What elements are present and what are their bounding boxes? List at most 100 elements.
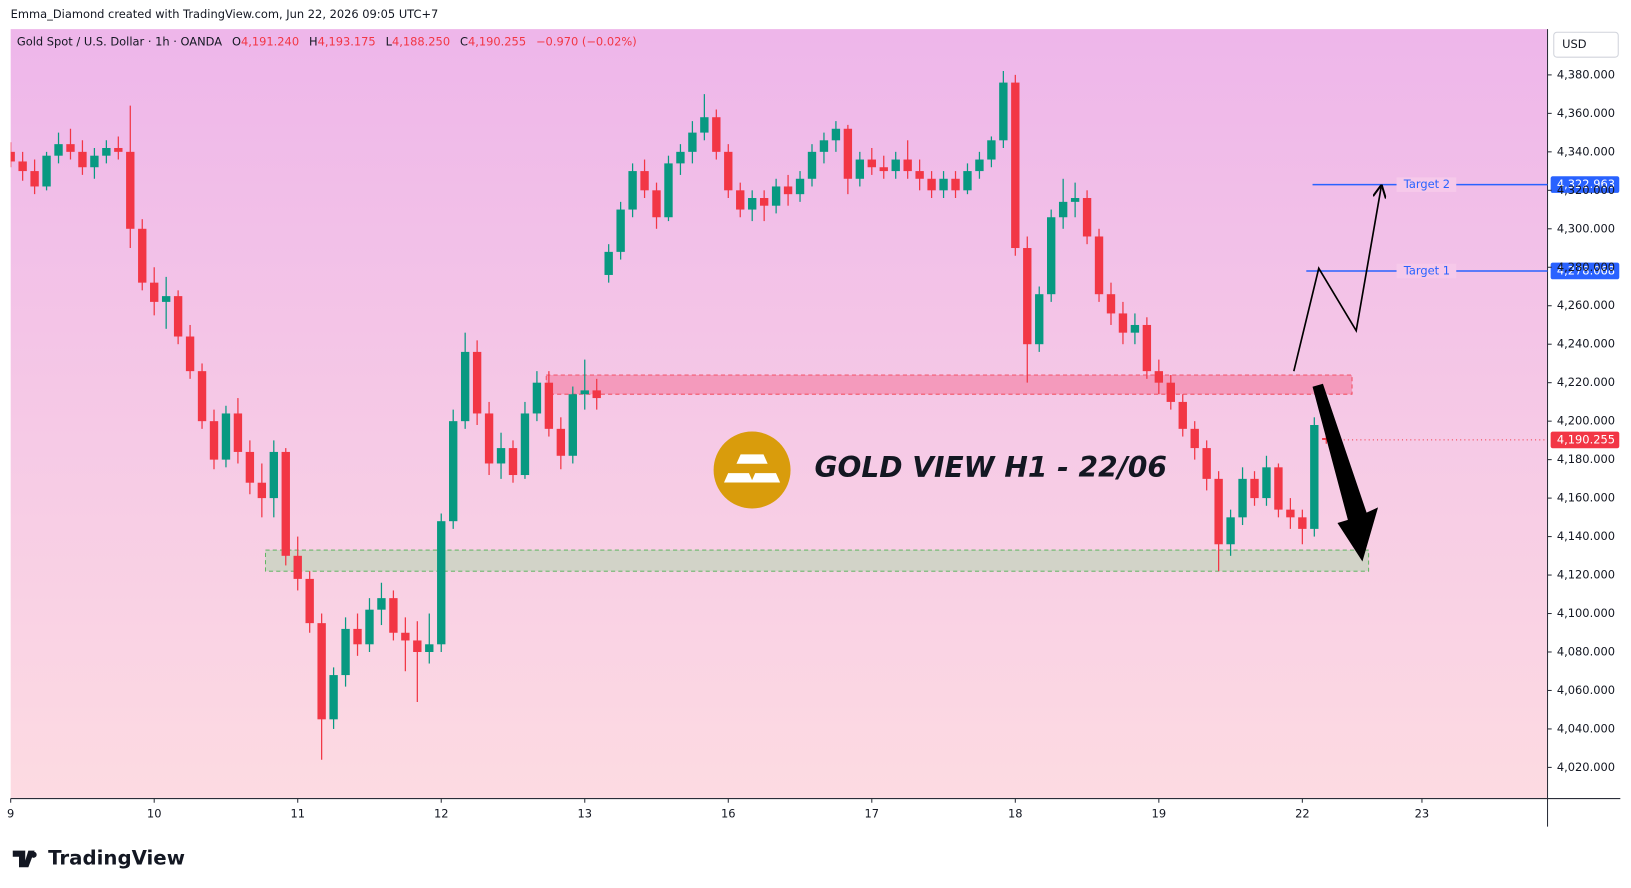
y-tick-label: 4,180.000 [1557, 452, 1615, 466]
candle-body [161, 296, 171, 302]
candle-body [341, 628, 350, 676]
y-tick-label: 4,240.000 [1557, 337, 1615, 351]
candle-body [951, 178, 960, 191]
candle-body [508, 448, 518, 476]
chart-title: GOLD VIEW H1 - 22/06 [814, 451, 1166, 484]
candle-body [748, 198, 757, 210]
candle-body [1202, 448, 1211, 479]
last-price-label: 4,190.255 [1557, 432, 1615, 446]
candle-body [604, 251, 613, 275]
candle-body [293, 555, 302, 579]
x-tick-label: 11 [290, 807, 305, 821]
candle-body [736, 190, 745, 210]
candle-body [209, 421, 219, 460]
attribution: Emma_Diamond created with TradingView.co… [11, 7, 439, 21]
header: Gold Spot / U.S. Dollar · 1h · OANDA O4,… [17, 34, 637, 48]
candle-body [999, 82, 1008, 141]
candle-body [544, 382, 554, 429]
candle-body [173, 296, 183, 337]
up-arrow [1293, 187, 1381, 372]
candle-body [114, 147, 123, 152]
candle-body [185, 336, 195, 372]
x-tick-label: 9 [7, 807, 14, 821]
candle-body [724, 151, 733, 191]
candle-body [126, 151, 135, 229]
price-badge [1550, 176, 1620, 193]
candle-body [867, 159, 876, 168]
candle-body [90, 155, 99, 168]
zone [545, 374, 1353, 395]
candle-body [783, 186, 793, 195]
plot-background [10, 29, 1548, 799]
candle-body [281, 451, 290, 556]
x-tick-label: 19 [1152, 807, 1167, 821]
ohlc-value: 4,193.175 [318, 34, 376, 48]
candle-body [102, 147, 111, 156]
candle-body [676, 151, 685, 164]
target-name: Target 2 [1403, 177, 1450, 191]
y-tick-label: 4,100.000 [1557, 606, 1615, 620]
candle-body [389, 598, 398, 633]
currency: USD [1562, 37, 1587, 51]
candle-body [377, 598, 386, 610]
candle-body [568, 394, 577, 456]
candle-body [472, 351, 482, 414]
y-tick-label: 4,300.000 [1557, 221, 1615, 235]
x-tick-label: 16 [721, 807, 736, 821]
candle-body [891, 159, 900, 172]
candle-body [1154, 371, 1164, 383]
candle-body [1130, 324, 1140, 333]
y-tick-label: 4,040.000 [1557, 721, 1615, 735]
candle-body [759, 198, 769, 206]
candle-body [831, 128, 841, 141]
gold-logo [713, 431, 791, 509]
y-tick-label: 4,200.000 [1557, 414, 1615, 428]
candle-body [1047, 217, 1056, 295]
candle-body [10, 151, 15, 162]
y-tick-label: 4,280.000 [1557, 260, 1615, 274]
candle-body [652, 190, 661, 218]
candle-body [1106, 294, 1116, 314]
candle-body [987, 140, 996, 160]
x-tick-label: 10 [147, 807, 162, 821]
price-badge [1550, 262, 1620, 280]
candle-body [855, 159, 865, 179]
change: −0.970 (−0.02%) [536, 34, 637, 48]
candle-body [365, 609, 374, 645]
candle-body [449, 421, 458, 522]
ohlc-value: 4,188.250 [392, 34, 450, 48]
candle-body [1286, 509, 1295, 518]
candle-body [1250, 478, 1259, 499]
x-tick-label: 12 [434, 807, 449, 821]
candle-body [233, 413, 243, 452]
x-tick-label: 17 [865, 807, 880, 821]
candle-body [1082, 198, 1092, 237]
brand: TradingView [48, 846, 185, 869]
candle-body [197, 371, 207, 422]
y-tick-label: 4,120.000 [1557, 568, 1615, 582]
zone [265, 549, 1370, 572]
candle-body [771, 186, 781, 206]
y-tick-label: 4,060.000 [1557, 683, 1615, 697]
candle-body [18, 161, 27, 172]
candle-body [1118, 313, 1128, 333]
candle-body [927, 178, 936, 191]
ohlc-value: 4,191.240 [241, 34, 299, 48]
candle-body [795, 178, 805, 195]
candle-body [1035, 294, 1044, 345]
candle-body [1070, 198, 1080, 202]
candle-body [592, 390, 601, 399]
candle-body [640, 171, 649, 191]
candle-body [819, 140, 829, 152]
candle-body [915, 171, 924, 179]
candle-body [1214, 478, 1223, 545]
candle-body [413, 640, 422, 652]
candle-body [903, 159, 912, 172]
currency-button[interactable] [1553, 31, 1619, 58]
candle-body [664, 163, 673, 218]
plot [10, 71, 1370, 760]
candle-body [42, 155, 51, 187]
x-tick-label: 13 [577, 807, 592, 821]
